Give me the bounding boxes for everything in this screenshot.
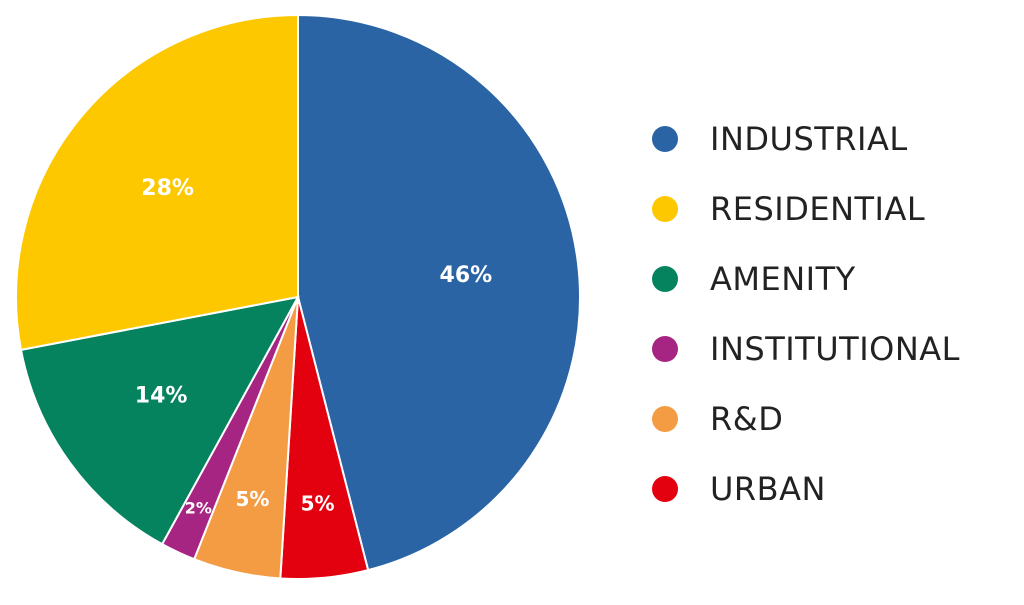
legend-item-urban: URBAN [652, 454, 960, 524]
slice-label-residential: 28% [141, 176, 194, 201]
legend-swatch [652, 336, 678, 362]
legend-label: INDUSTRIAL [710, 120, 908, 158]
legend-swatch [652, 196, 678, 222]
slice-label-r-d: 5% [235, 487, 269, 511]
legend-label: RESIDENTIAL [710, 190, 926, 228]
pie-chart: 46% 5% 5% 2% 14% 28% [15, 13, 581, 580]
slice-label-urban: 5% [301, 491, 335, 515]
legend: INDUSTRIAL RESIDENTIAL AMENITY INSTITUTIONA… [652, 104, 960, 524]
slice-label-institutional: 2% [185, 498, 212, 517]
legend-item-industrial: INDUSTRIAL [652, 104, 960, 174]
legend-item-institutional: INSTITUTIONAL [652, 314, 960, 384]
slice-label-amenity: 14% [135, 383, 188, 408]
legend-item-r-d: R&D [652, 384, 960, 454]
legend-label: URBAN [710, 470, 826, 508]
legend-swatch [652, 406, 678, 432]
pie-slice-industrial [297, 13, 581, 572]
legend-label: AMENITY [710, 260, 856, 298]
legend-label: INSTITUTIONAL [710, 330, 960, 368]
legend-swatch [652, 126, 678, 152]
pie-slice-amenity [19, 295, 300, 546]
legend-swatch [652, 476, 678, 502]
legend-label: R&D [710, 400, 784, 438]
pie-slice-residential [15, 13, 299, 352]
legend-item-residential: RESIDENTIAL [652, 174, 960, 244]
legend-swatch [652, 266, 678, 292]
legend-item-amenity: AMENITY [652, 244, 960, 314]
slice-label-industrial: 46% [440, 263, 493, 288]
